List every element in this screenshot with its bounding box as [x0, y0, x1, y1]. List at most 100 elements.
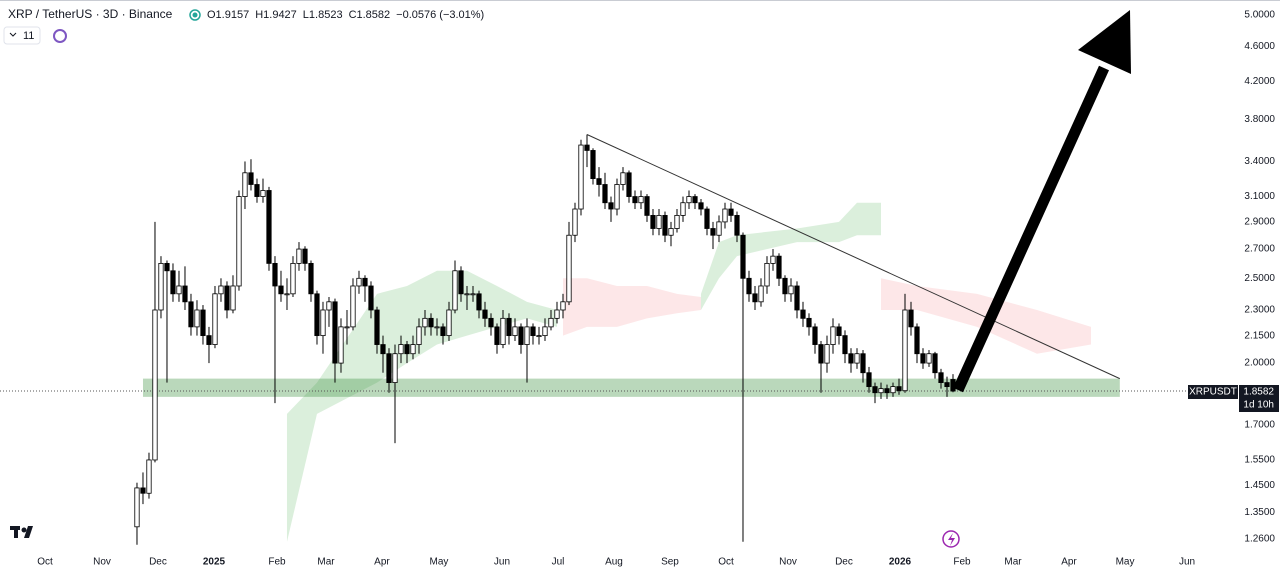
candle-body: [506, 317, 512, 337]
candle-body: [326, 301, 332, 311]
x-tick-label: Oct: [37, 557, 53, 568]
candle-body: [824, 344, 830, 364]
candle-body: [572, 208, 578, 236]
candle-body: [236, 196, 242, 287]
logo-stem: [14, 526, 18, 538]
refresh-icon[interactable]: [53, 29, 67, 43]
candle-body: [602, 184, 608, 204]
candle-body: [404, 344, 410, 355]
y-tick-label: 2.7000: [1244, 244, 1275, 255]
candle-body: [560, 301, 566, 311]
candle-body: [524, 326, 530, 345]
y-tick-label: 4.6000: [1244, 41, 1275, 52]
symbol-tag-text: XRPUSDT: [1189, 387, 1237, 398]
candle-body: [530, 326, 536, 337]
y-tick-label: 1.5500: [1244, 455, 1275, 466]
support-zone: [142, 378, 1120, 397]
candle-body: [224, 285, 230, 311]
ohlc-legend: O1.9157 H1.9427 L1.8523 C1.8582 −0.0576 (−3.…: [207, 9, 484, 21]
status-dot-inner: [192, 12, 198, 18]
x-tick-label: 2026: [889, 557, 912, 568]
candle-body: [632, 196, 638, 204]
price-tag-text: 1.8582: [1243, 387, 1274, 398]
candle-body: [398, 344, 404, 355]
candle-body: [134, 487, 140, 528]
candle-body: [152, 309, 158, 461]
candle-body: [416, 326, 422, 345]
candle-body: [188, 301, 194, 328]
logo-dot: [21, 527, 27, 533]
y-tick-label: 5.0000: [1244, 10, 1275, 21]
candle-body: [902, 309, 908, 392]
candle-body: [836, 326, 842, 337]
candle-body: [158, 262, 164, 311]
candle-body: [458, 270, 464, 295]
candle-body: [590, 150, 596, 180]
candle-body: [314, 293, 320, 337]
x-tick-label: Oct: [718, 557, 734, 568]
candle-body: [356, 277, 362, 287]
candle-body: [584, 144, 590, 151]
candle-body: [854, 353, 860, 364]
candle-body: [674, 215, 680, 229]
legend-value: C1.8582: [349, 9, 391, 21]
candle-body: [656, 215, 662, 229]
candle-body: [908, 309, 914, 328]
candle-body: [752, 293, 758, 303]
candle-body: [764, 262, 770, 287]
candle-body: [140, 487, 146, 494]
candle-body: [194, 309, 200, 328]
y-tick-label: 4.2000: [1244, 76, 1275, 87]
alert-icon[interactable]: [942, 530, 960, 548]
candle-body: [638, 196, 644, 204]
candle-body: [920, 353, 926, 364]
candle-body: [944, 382, 950, 388]
candle-body: [410, 344, 416, 355]
x-tick-label: Dec: [149, 557, 167, 568]
candle-body: [704, 208, 710, 229]
y-tick-label: 3.1000: [1244, 191, 1275, 202]
logo-slash: [24, 526, 33, 538]
candle-body: [302, 248, 308, 264]
candle-body: [614, 184, 620, 210]
y-tick-label: 2.0000: [1244, 358, 1275, 369]
x-tick-label: May: [430, 557, 449, 568]
candle-body: [788, 285, 794, 295]
candle-body: [536, 335, 542, 338]
candle-body: [554, 309, 560, 319]
candle-body: [722, 208, 728, 223]
candle-body: [254, 184, 260, 197]
candle-body: [164, 262, 170, 272]
x-tick-label: 2025: [203, 557, 226, 568]
indicator-toggle[interactable]: [3, 26, 41, 45]
arrow-shaft: [952, 65, 1110, 393]
candle-body: [242, 172, 248, 197]
candle-body: [470, 293, 476, 296]
x-tick-label: Feb: [268, 557, 286, 568]
candle-body: [914, 326, 920, 355]
x-tick-label: May: [1116, 557, 1135, 568]
candle-body: [368, 285, 374, 311]
candle-body: [476, 293, 482, 311]
cloud-area: [700, 202, 881, 310]
candle-body: [488, 317, 494, 328]
candle-body: [848, 353, 854, 364]
candle-body: [668, 228, 674, 236]
candle-body: [932, 353, 938, 374]
candle-body: [716, 221, 722, 236]
x-tick-label: Jul: [552, 557, 565, 568]
candle-body: [734, 215, 740, 236]
candle-body: [446, 309, 452, 337]
indicator-count: 11: [23, 30, 34, 42]
candle-body: [320, 309, 326, 337]
candle-body: [818, 344, 824, 364]
y-tick-label: 1.7000: [1244, 419, 1275, 430]
y-tick-label: 3.8000: [1244, 114, 1275, 125]
candle-body: [260, 190, 266, 197]
arrow-annotation: [952, 10, 1131, 393]
x-tick-label: Mar: [317, 557, 335, 568]
legend-value: H1.9427: [255, 9, 297, 21]
candle-body: [512, 326, 518, 337]
